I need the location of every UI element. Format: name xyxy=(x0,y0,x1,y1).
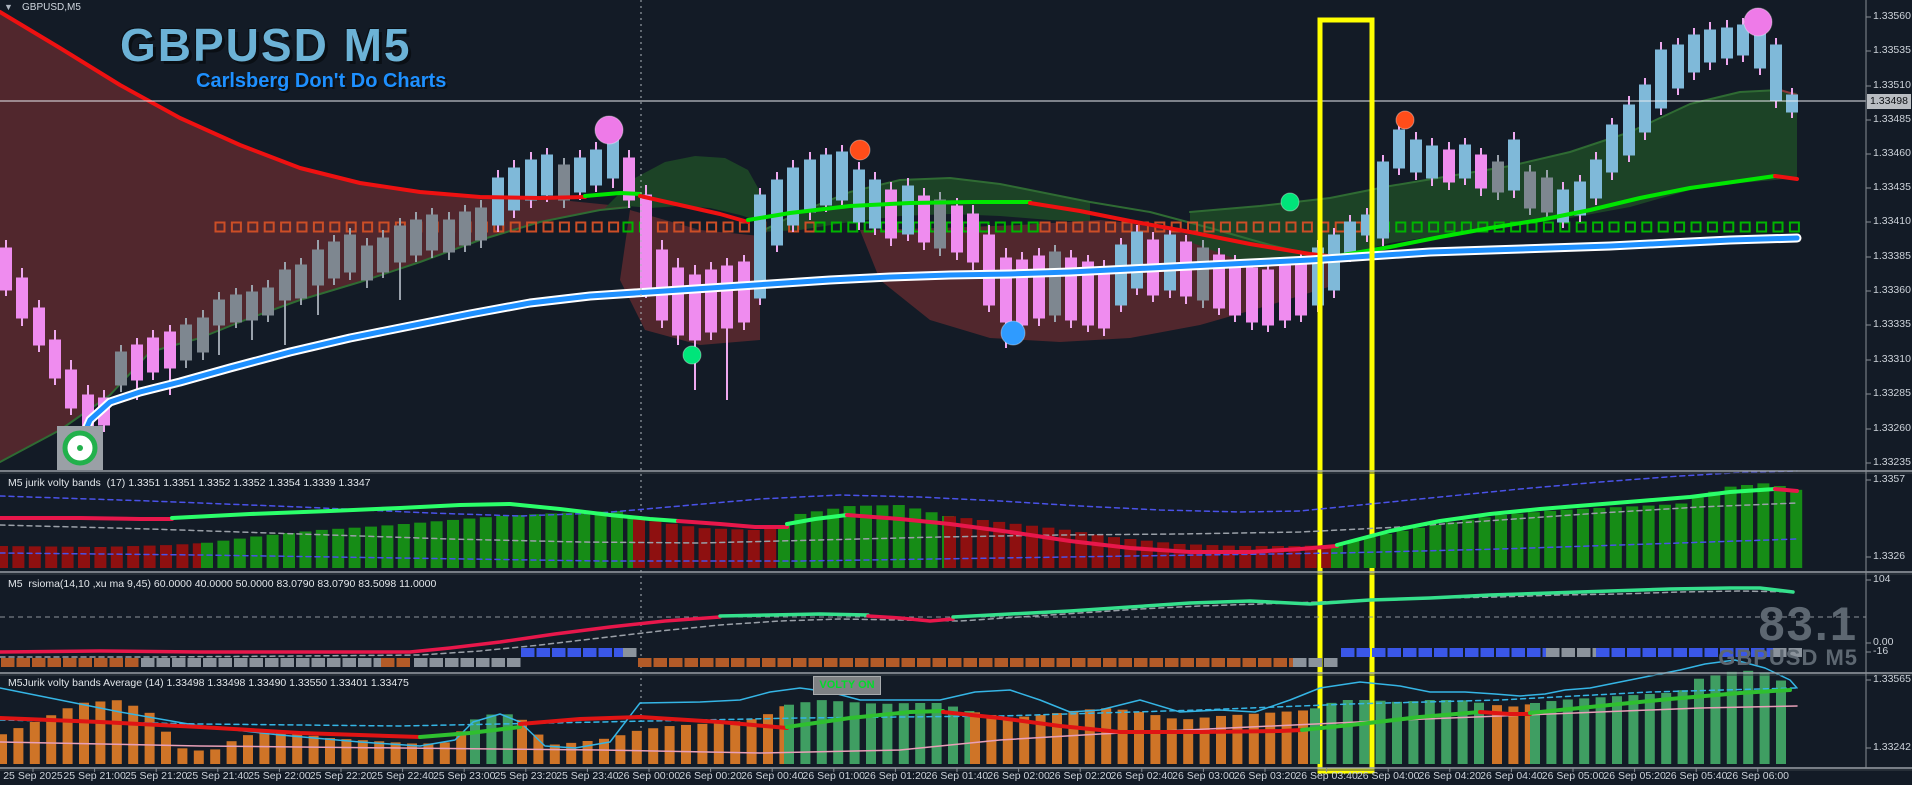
time-axis-label: 25 Sep 22:20 xyxy=(309,770,373,782)
price-axis-label: 1.33535 xyxy=(1873,44,1911,56)
volty-axis-label: 1.3357 xyxy=(1873,473,1906,485)
average-axis-label: 1.33565 xyxy=(1873,673,1911,685)
time-axis-label: 26 Sep 05:40 xyxy=(1664,770,1728,782)
symbol-dropdown-icon[interactable]: ▼ xyxy=(4,2,13,12)
indicator-label-volty-average: M5Jurik volty bands Average (14) 1.33498… xyxy=(8,677,409,689)
volty-axis-label: 1.3326 xyxy=(1873,550,1906,562)
price-axis-label: 1.33410 xyxy=(1873,215,1911,227)
time-axis-label: 25 Sep 23:00 xyxy=(432,770,496,782)
chart-title: GBPUSD M5 xyxy=(120,19,412,71)
time-axis-label: 26 Sep 05:00 xyxy=(1541,770,1605,782)
volty-status-badge: VOLTY ON xyxy=(813,676,881,695)
time-axis-label: 26 Sep 01:40 xyxy=(925,770,989,782)
price-axis-label: 1.33310 xyxy=(1873,353,1911,365)
time-axis-label: 25 Sep 22:00 xyxy=(248,770,311,782)
time-axis-label: 26 Sep 03:40 xyxy=(1295,770,1358,782)
time-axis-label: 26 Sep 04:20 xyxy=(1418,770,1482,782)
symbol-watermark: GBPUSD M5 xyxy=(1718,645,1858,670)
time-axis-label: 26 Sep 03:00 xyxy=(1172,770,1235,782)
time-axis-label: 26 Sep 03:20 xyxy=(1233,770,1297,782)
price-axis-label: 1.33435 xyxy=(1873,181,1911,193)
time-axis-label: 26 Sep 05:20 xyxy=(1603,770,1666,782)
time-axis-label: 26 Sep 04:40 xyxy=(1480,770,1543,782)
time-axis-label: 25 Sep 21:40 xyxy=(186,770,250,782)
price-axis-label: 1.33335 xyxy=(1873,318,1911,330)
time-axis-label: 26 Sep 01:20 xyxy=(864,770,927,782)
time-axis-label: 26 Sep 06:00 xyxy=(1726,770,1790,782)
time-axis-label: 26 Sep 00:20 xyxy=(679,770,742,782)
time-axis-label: 26 Sep 00:40 xyxy=(740,770,804,782)
price-axis-label: 1.33360 xyxy=(1873,284,1911,296)
time-axis-label: 26 Sep 00:00 xyxy=(617,770,681,782)
price-axis-label: 1.33285 xyxy=(1873,387,1911,399)
time-axis-label: 25 Sep 22:40 xyxy=(371,770,434,782)
price-axis-label: 1.33510 xyxy=(1873,79,1911,91)
symbol-label[interactable]: GBPUSD,M5 xyxy=(22,2,81,13)
time-axis-label: 26 Sep 02:00 xyxy=(987,770,1050,782)
rsioma-axis-label: 0.00 xyxy=(1873,636,1894,648)
price-axis-label: 1.33235 xyxy=(1873,456,1911,468)
current-price-tag: 1.33498 xyxy=(1867,94,1911,109)
time-axis-label: 25 Sep 2025 xyxy=(3,770,63,782)
indicator-label-volty-bands: M5 jurik volty bands (17) 1.3351 1.3351 … xyxy=(8,477,371,489)
time-axis-label: 26 Sep 02:20 xyxy=(1048,770,1112,782)
price-axis-label: 1.33560 xyxy=(1873,10,1911,22)
chart-subtitle: Carlsberg Don't Do Charts xyxy=(196,70,447,92)
time-axis-label: 25 Sep 21:20 xyxy=(124,770,188,782)
time-axis-label: 25 Sep 21:00 xyxy=(63,770,126,782)
rsioma-axis-label: -16 xyxy=(1873,645,1889,657)
time-axis-label: 25 Sep 23:40 xyxy=(556,770,619,782)
average-axis-label: 1.33242 xyxy=(1873,741,1911,753)
time-axis-label: 26 Sep 02:40 xyxy=(1110,770,1174,782)
price-axis-label: 1.33260 xyxy=(1873,422,1911,434)
rsioma-axis-label: 104 xyxy=(1873,573,1891,585)
price-axis-label: 1.33385 xyxy=(1873,250,1911,262)
time-axis-label: 26 Sep 04:00 xyxy=(1356,770,1420,782)
time-axis-label: 26 Sep 01:00 xyxy=(802,770,866,782)
price-axis-label: 1.33485 xyxy=(1873,113,1911,125)
rsioma-current-value: 83.1 xyxy=(1758,597,1858,650)
time-axis-label: 25 Sep 23:20 xyxy=(494,770,558,782)
indicator-label-rsioma: M5 rsioma(14,10 ,xu ma 9,45) 60.0000 40.… xyxy=(8,578,437,590)
price-axis-label: 1.33460 xyxy=(1873,147,1911,159)
